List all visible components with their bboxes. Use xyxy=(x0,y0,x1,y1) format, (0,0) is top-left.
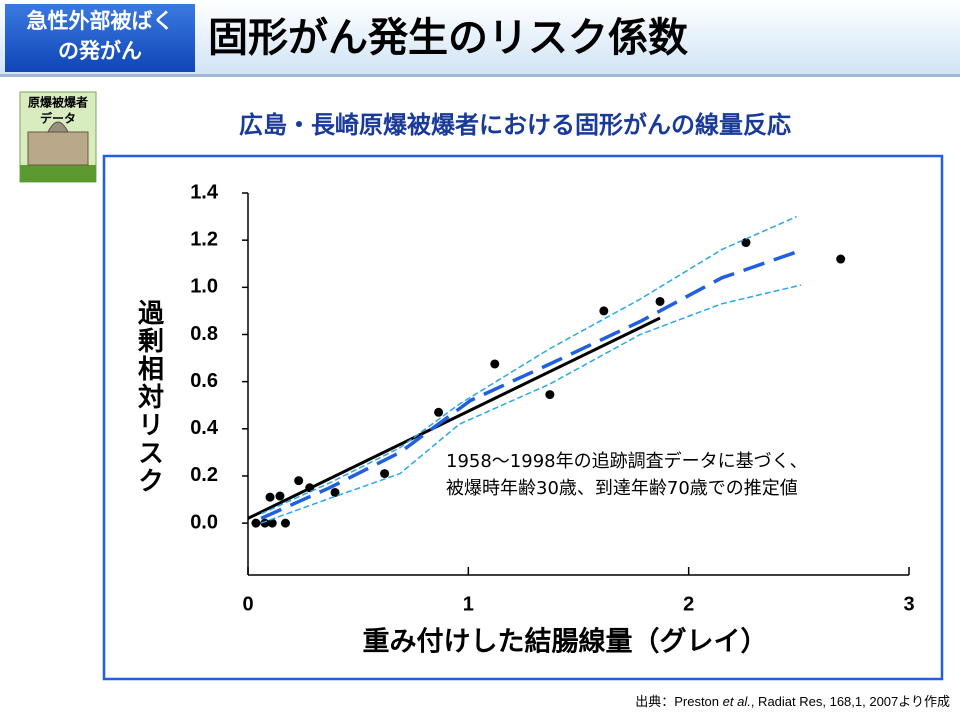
data-point xyxy=(599,306,609,316)
source-part: , Radiat Res, 168,1, 2007より作成 xyxy=(751,694,950,709)
x-axis-label: 重み付けした結腸線量（グレイ） xyxy=(363,626,768,658)
data-point xyxy=(251,518,261,528)
chart-frame xyxy=(102,154,944,681)
header-rule xyxy=(0,74,960,77)
y-tick-label: 0.0 xyxy=(190,511,218,533)
icon-label: 原爆被爆者 xyxy=(28,95,88,110)
data-point xyxy=(267,518,277,528)
data-point xyxy=(490,359,500,369)
data-point xyxy=(294,476,304,486)
data-point xyxy=(265,492,275,502)
x-tick-label: 3 xyxy=(903,593,914,615)
data-point xyxy=(741,238,751,248)
annotation: 被爆時年齢30歳、到達年齢70歳での推定値 xyxy=(446,478,798,499)
y-tick-label: 0.8 xyxy=(190,323,218,345)
icon-building xyxy=(27,131,89,166)
header-badge xyxy=(5,4,195,72)
y-tick-label: 0.2 xyxy=(190,464,218,486)
y-tick-label: 1.2 xyxy=(190,228,218,250)
plot: 0.0 0.2 0.4 0.6 0.8 1.0 1.2 1.4 0 1 2 3 xyxy=(190,181,914,615)
fit-line xyxy=(260,284,802,524)
subtitle: 広島・長崎原爆被爆者における固形がんの線量反応 xyxy=(239,111,791,139)
y-tick-label: 1.4 xyxy=(190,181,219,203)
x-tick-label: 2 xyxy=(683,593,694,615)
fit-line xyxy=(247,316,661,520)
data-point xyxy=(545,390,555,400)
badge-line: 急性外部被ばく xyxy=(27,9,174,33)
source-part: 出典：Preston xyxy=(635,694,722,709)
data-point xyxy=(280,518,290,528)
data-point xyxy=(380,469,390,479)
data-point xyxy=(836,254,846,264)
icon: 原爆被爆者 データ xyxy=(19,91,97,183)
icon-dome xyxy=(47,121,69,133)
source-part: et al. xyxy=(723,694,751,709)
y-tick-label: 1.0 xyxy=(190,276,218,298)
x-tick-label: 1 xyxy=(463,593,474,615)
data-point xyxy=(434,407,444,417)
page-title: 固形がん発生のリスク係数 xyxy=(208,15,688,61)
data-point xyxy=(260,518,270,528)
icon-grass xyxy=(20,165,96,182)
icon-label: データ xyxy=(40,111,76,126)
source: 出典：Preston et al., Radiat Res, 168,1, 20… xyxy=(635,694,950,709)
annotation: 1958～1998年の追跡調査データに基づく、 xyxy=(446,451,808,472)
y-axis-label: 過剰相対リスク xyxy=(134,299,165,495)
y-tick-label: 0.6 xyxy=(190,370,218,392)
data-point xyxy=(330,487,340,497)
badge-line: の発がん xyxy=(58,39,142,63)
fit-line xyxy=(260,215,797,515)
x-tick-label: 0 xyxy=(242,593,253,615)
data-point xyxy=(655,296,665,306)
data-point xyxy=(275,491,285,501)
y-tick-label: 0.4 xyxy=(190,417,219,439)
